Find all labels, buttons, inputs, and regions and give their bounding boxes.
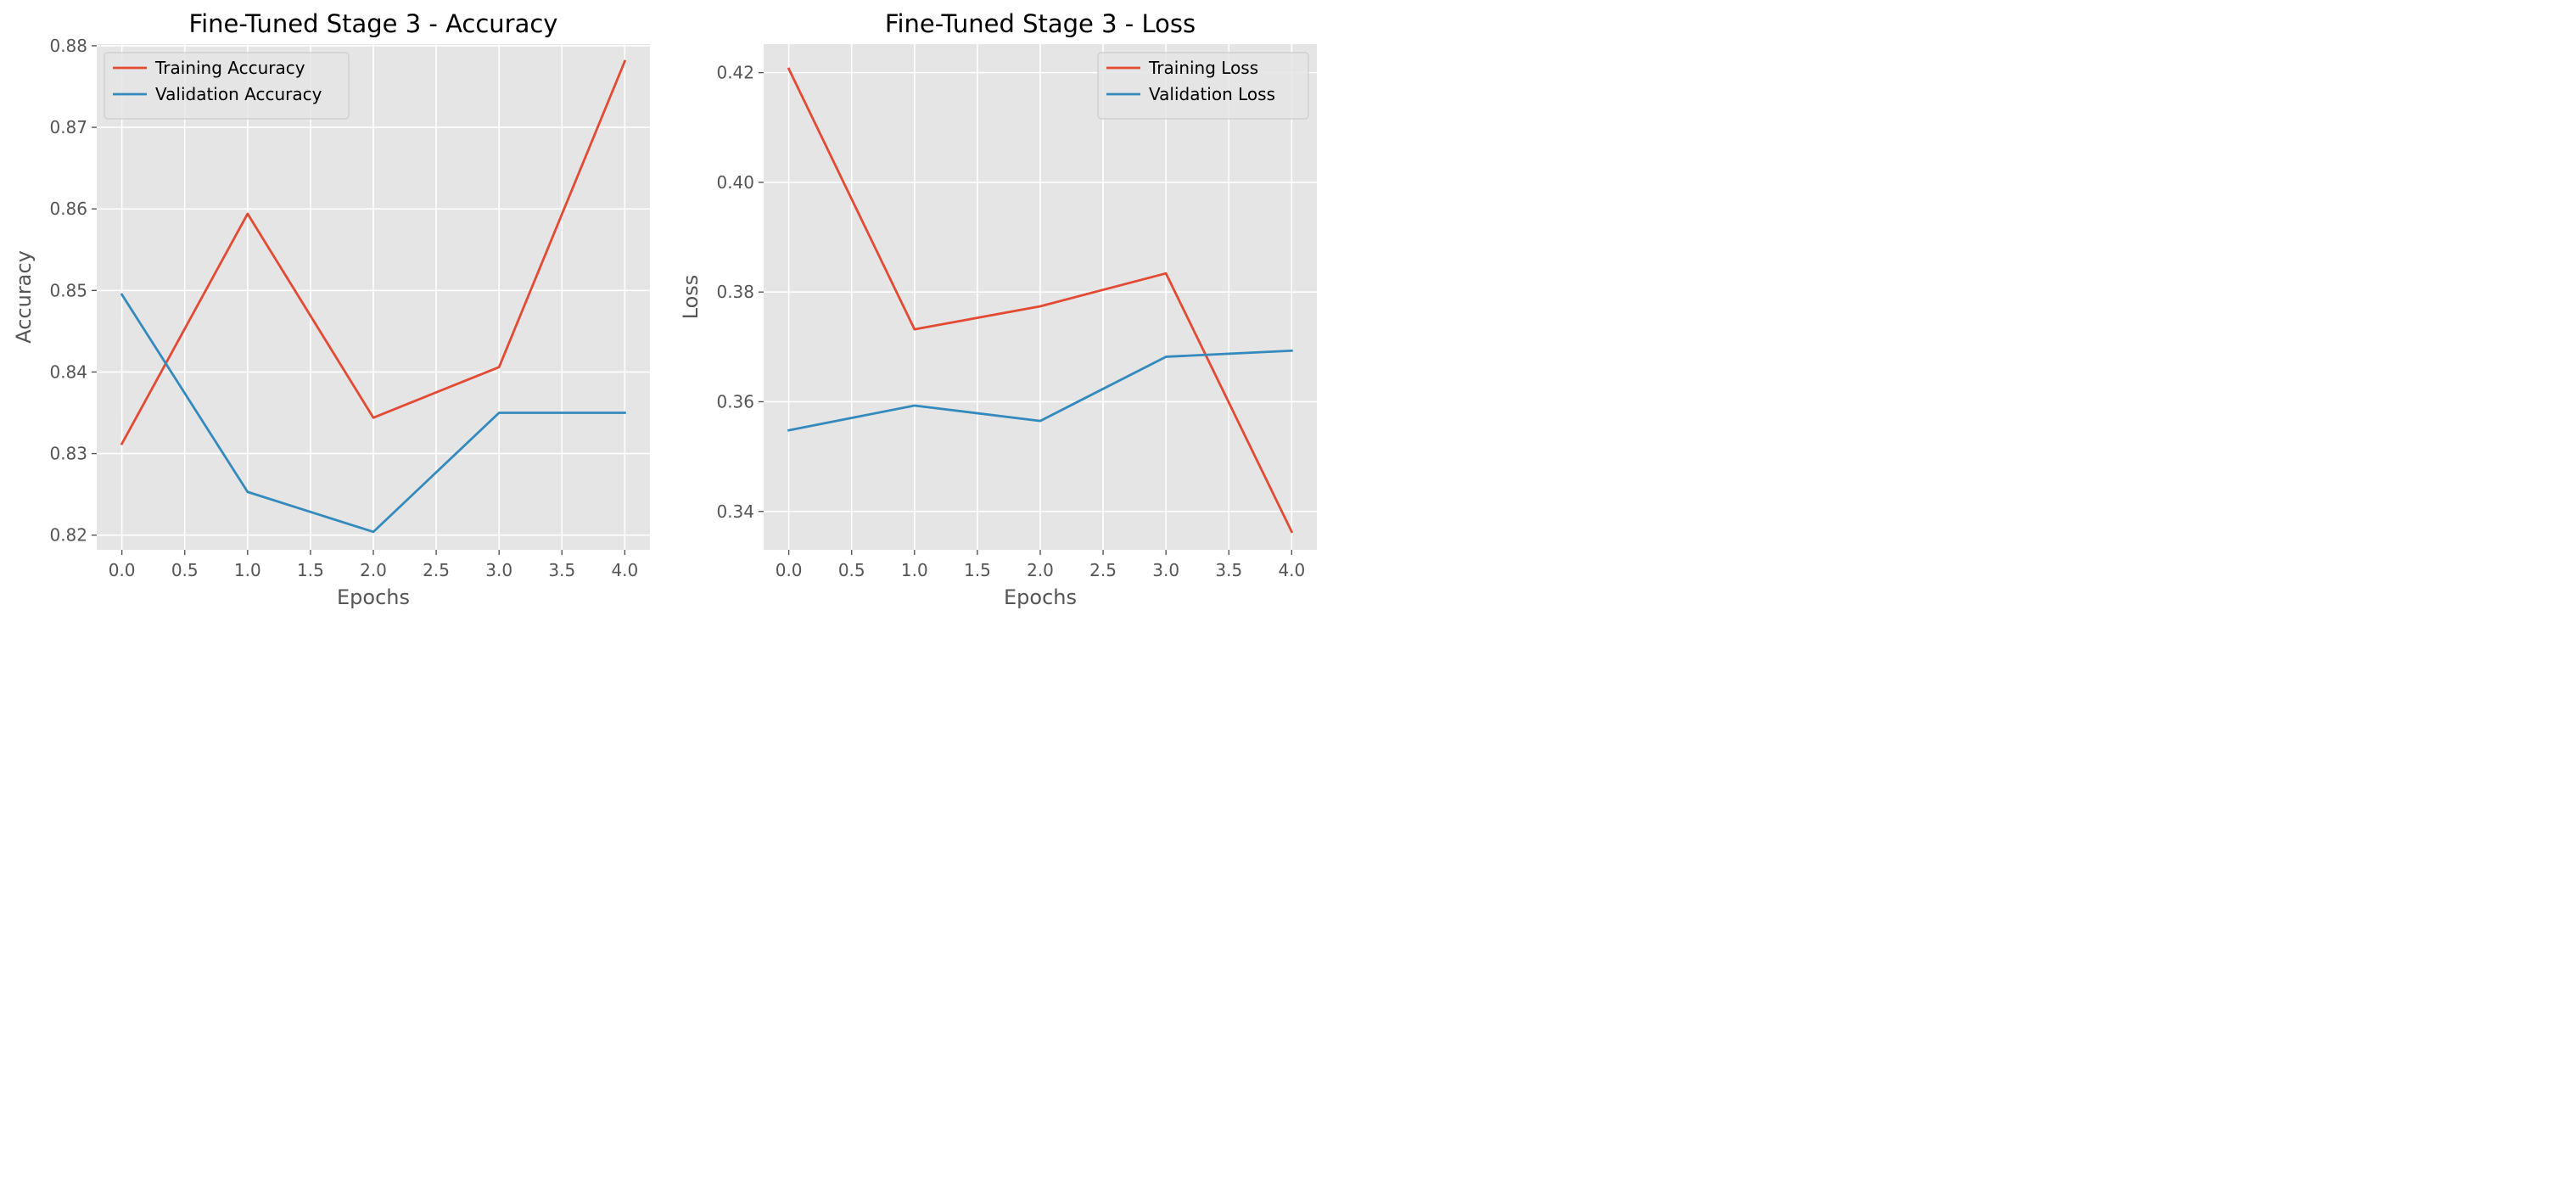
x-tick-label: 3.0 — [485, 560, 512, 580]
x-tick-label: 2.0 — [360, 560, 387, 580]
legend: Training Loss Validation Loss — [1097, 52, 1309, 120]
y-tick-label: 0.38 — [716, 282, 754, 302]
y-tick-label: 0.86 — [49, 199, 87, 219]
x-tick-label: 2.0 — [1027, 560, 1054, 580]
x-tick-label: 1.0 — [901, 560, 928, 580]
x-tick-label: 0.0 — [776, 560, 803, 580]
chart-panel-0: 0.0 0.5 1.0 1.5 2.0 2.5 3.0 3.5 4.0 0.82 0.83 0.84 0… — [12, 9, 650, 609]
legend-label-0: Training Accuracy — [154, 58, 305, 78]
legend: Training Accuracy Validation Accuracy — [104, 52, 350, 120]
figure: 0.0 0.5 1.0 1.5 2.0 2.5 3.0 3.5 4.0 0.82 0.83 0.84 0… — [12, 9, 1317, 609]
x-tick-label: 3.5 — [1215, 560, 1242, 580]
x-tick-label: 1.5 — [297, 560, 324, 580]
y-tick-label: 0.40 — [716, 172, 754, 193]
y-tick-label: 0.83 — [49, 444, 87, 464]
x-tick-label: 2.5 — [1089, 560, 1117, 580]
y-tick-label: 0.84 — [49, 361, 87, 382]
legend-box — [104, 52, 350, 120]
x-tick-label: 1.0 — [234, 560, 261, 580]
legend-label-1: Validation Loss — [1149, 84, 1275, 104]
x-axis-label: Epochs — [1004, 585, 1077, 609]
x-tick-label: 0.5 — [171, 560, 199, 580]
legend-label-0: Training Loss — [1148, 58, 1258, 78]
x-tick-label: 1.5 — [964, 560, 991, 580]
chart-panel-1: 0.0 0.5 1.0 1.5 2.0 2.5 3.0 3.5 4.0 0.34 0.36 0.38 0… — [679, 9, 1317, 609]
y-tick-label: 0.42 — [716, 63, 754, 83]
y-tick-label: 0.88 — [49, 36, 87, 56]
x-tick-label: 3.0 — [1152, 560, 1179, 580]
x-tick-label: 0.0 — [109, 560, 136, 580]
x-tick-label: 4.0 — [1278, 560, 1305, 580]
chart-title: Fine-Tuned Stage 3 - Loss — [885, 9, 1196, 38]
x-axis-label: Epochs — [337, 585, 410, 609]
y-tick-label: 0.34 — [716, 501, 754, 522]
y-tick-label: 0.87 — [49, 117, 87, 137]
x-tick-label: 3.5 — [548, 560, 575, 580]
chart-title: Fine-Tuned Stage 3 - Accuracy — [189, 9, 558, 38]
y-tick-label: 0.82 — [49, 525, 87, 546]
y-axis-label: Accuracy — [12, 250, 36, 344]
x-tick-label: 2.5 — [423, 560, 450, 580]
y-axis-label: Loss — [679, 275, 703, 320]
legend-box — [1097, 52, 1309, 120]
legend-label-1: Validation Accuracy — [155, 84, 322, 104]
x-tick-label: 0.5 — [838, 560, 865, 580]
y-tick-label: 0.85 — [49, 280, 87, 300]
x-tick-label: 4.0 — [611, 560, 638, 580]
y-tick-label: 0.36 — [716, 391, 754, 412]
